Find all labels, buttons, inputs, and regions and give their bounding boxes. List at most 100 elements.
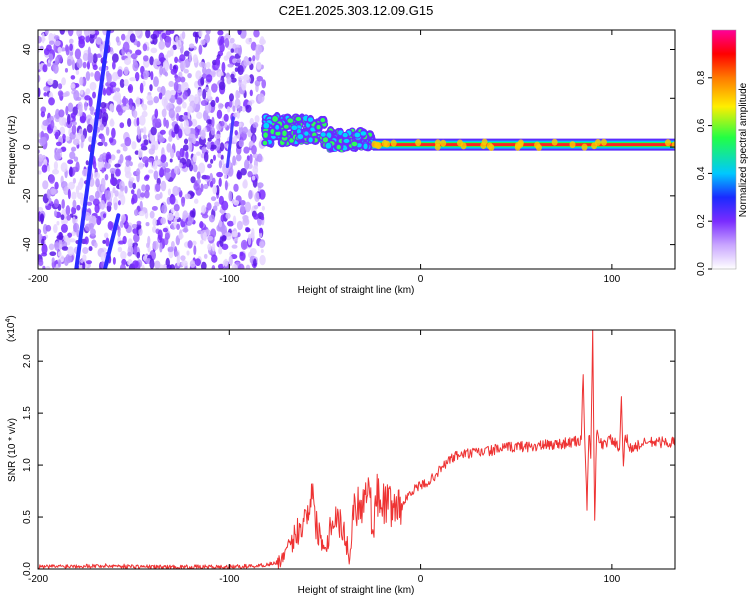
spectrogram-noise-blob <box>154 108 159 119</box>
spectrogram-noise-blob <box>41 238 45 246</box>
spectrogram-noise-blob <box>60 223 68 233</box>
spectrogram-noise-blob <box>211 264 216 269</box>
spectrogram-noise-blob <box>206 119 213 125</box>
spectrogram-noise-blob <box>92 160 97 170</box>
spectrogram-noise-blob <box>145 174 150 180</box>
spectrogram-noise-blob <box>102 239 107 244</box>
spectrogram-noise-blob <box>104 190 112 201</box>
spectrogram-noise-blob <box>164 60 168 70</box>
spectrogram-noise-blob <box>220 35 225 45</box>
spectrogram-noise-blob <box>244 159 250 170</box>
y-tick-label: 0.5 <box>22 510 33 524</box>
spectrogram-noise-blob <box>159 167 165 177</box>
x-tick-label: 0 <box>418 574 424 585</box>
spectrogram-noise-blob <box>65 253 72 264</box>
spectrogram-noise-blob <box>130 189 135 195</box>
spectrogram-noise-blob <box>57 148 63 154</box>
spectrogram-noise-blob <box>130 53 138 60</box>
spectrogram-noise-blob <box>115 168 121 177</box>
spectrogram-noise-blob <box>236 110 240 119</box>
signal-band-hotspot <box>581 143 588 151</box>
spectrogram-noise-blob <box>174 76 182 83</box>
spectrogram-noise-blob <box>218 177 222 187</box>
spectrogram-noise-blob <box>66 58 72 67</box>
spectrogram-noise-blob <box>203 151 209 163</box>
spectrogram-noise-blob <box>106 201 113 207</box>
spectrogram-noise-blob <box>245 104 252 113</box>
spectrogram-noise-blob <box>231 244 238 249</box>
spectrogram-noise-blob <box>238 79 243 88</box>
spectrogram-noise-blob <box>76 57 83 69</box>
spectrogram-noise-blob <box>124 171 132 179</box>
spectrogram-noise-blob <box>244 201 252 213</box>
spectrogram-noise-blob <box>245 227 251 233</box>
spectrogram-noise-blob <box>173 81 179 92</box>
spectrogram-noise-blob <box>199 221 204 229</box>
spectrogram-noise-blob <box>64 67 69 73</box>
spectrogram-noise-blob <box>55 141 62 147</box>
spectrogram-noise-blob <box>77 181 83 191</box>
spectrogram-noise-blob <box>65 205 71 216</box>
spectrogram-noise-blob <box>200 129 206 140</box>
spectrogram-noise-blob <box>179 147 185 158</box>
spectrogram-noise-blob <box>38 149 41 154</box>
spectrogram-noise-blob <box>165 119 169 129</box>
spectrogram-noise-blob <box>235 153 242 162</box>
signal-band-hotspot <box>569 141 576 149</box>
spectrogram-noise-blob <box>145 222 150 227</box>
signal-blob-inner <box>320 132 326 137</box>
spectrogram-noise-blob <box>252 122 259 128</box>
spectrogram-noise-blob <box>64 90 70 97</box>
y-tick-label: 2.0 <box>22 354 33 368</box>
spectrogram-noise-blob <box>54 181 59 190</box>
spectrogram-noise-blob <box>195 132 199 139</box>
spectrogram-noise-blob <box>58 116 66 126</box>
spectrogram-noise-blob <box>116 104 122 112</box>
spectrogram-noise-blob <box>131 223 138 229</box>
spectrogram-noise-blob <box>146 94 153 101</box>
spectrogram-noise-blob <box>133 244 138 255</box>
spectrogram-noise-blob <box>211 177 216 185</box>
spectrogram-noise-blob <box>54 241 60 251</box>
signal-blob-inner <box>296 129 301 134</box>
spectrogram-noise-blob <box>172 185 180 197</box>
spectrogram-noise-blob <box>69 51 74 56</box>
spectrogram-noise-blob <box>169 89 177 96</box>
signal-band-hotspot <box>535 144 542 152</box>
spectrogram-noise-blob <box>180 255 186 261</box>
aliased-line-3 <box>225 116 235 169</box>
spectrogram-noise-blob <box>125 155 132 162</box>
spectrogram-noise-blob <box>67 102 74 113</box>
spectrogram-noise-blob <box>153 76 159 88</box>
spectrogram-noise-blob <box>158 52 165 63</box>
spectrogram-noise-blob <box>123 66 129 76</box>
spectrogram-noise-blob <box>209 144 217 150</box>
spectrogram-noise-blob <box>234 129 238 136</box>
signal-blob-inner <box>316 124 321 130</box>
y-tick-label: -40 <box>22 237 33 252</box>
x-tick-label: -200 <box>28 574 48 585</box>
spectrogram-noise-blob <box>47 165 51 172</box>
spectrogram-noise-blob <box>143 126 147 135</box>
spectrogram-noise-blob <box>252 135 256 144</box>
spectrogram-noise-blob <box>119 263 126 269</box>
spectrogram-noise-blob <box>145 30 151 39</box>
spectrogram-noise-blob <box>93 171 101 180</box>
spectrogram-noise-blob <box>257 182 264 189</box>
spectrogram-noise-blob <box>42 265 46 269</box>
spectrogram-noise-blob <box>108 158 113 164</box>
spectrogram-noise-blob <box>69 238 76 243</box>
spectrogram-noise-blob <box>170 68 178 75</box>
spectrogram-noise-blob <box>162 162 166 170</box>
spectrogram-noise-blob <box>123 78 129 87</box>
spectrogram-noise-blob <box>72 216 76 225</box>
spectrogram-noise-blob <box>55 108 60 120</box>
spectrogram-noise-blob <box>245 264 251 269</box>
spectrogram-noise-blob <box>65 45 70 56</box>
spectrogram-noise-blob <box>48 53 54 62</box>
spectrogram-noise-blob <box>75 132 82 141</box>
spectrogram-noise-blob <box>86 60 91 70</box>
spectrogram-noise-blob <box>230 73 235 79</box>
spectrogram-noise-blob <box>193 245 197 256</box>
spectrogram-noise-blob <box>40 111 46 118</box>
